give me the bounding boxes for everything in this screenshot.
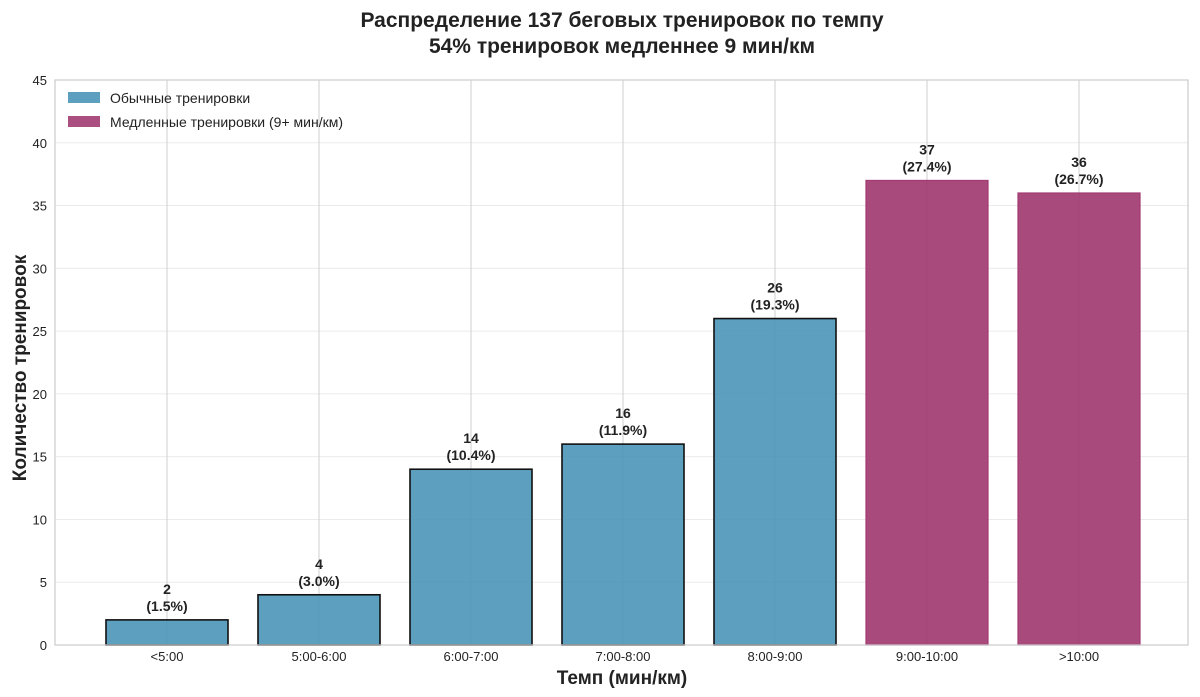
bar-value-label: 4 [315, 556, 323, 572]
legend: Обычные тренировки Медленные тренировки … [68, 90, 343, 130]
y-tick-label: 35 [33, 199, 47, 214]
legend-swatch-normal [68, 92, 100, 103]
chart-subtitle: 54% тренировок медленнее 9 мин/км [429, 35, 815, 58]
bar-value-label: 36 [1071, 154, 1087, 170]
bar-value-label: 16 [615, 405, 631, 421]
x-tick-label: 5:00-6:00 [292, 649, 347, 664]
bar-normal [257, 593, 381, 646]
bar-percent-label: (27.4%) [902, 158, 951, 174]
x-tick-label: >10:00 [1059, 649, 1099, 664]
bar-value-label: 37 [919, 141, 935, 157]
x-tick-label: <5:00 [151, 649, 184, 664]
bar-value-label: 26 [767, 280, 783, 296]
y-tick-label: 45 [33, 73, 47, 88]
y-axis-label: Количество тренировок [10, 254, 31, 481]
legend-swatch-slow [68, 116, 100, 127]
y-tick-label: 5 [40, 575, 47, 590]
y-tick-label: 20 [33, 387, 47, 402]
data-labels: 2(1.5%) 4(3.0%) 14(10.4%) 16(11.9%) 26(19.3%… [146, 141, 1103, 613]
chart-title: Распределение 137 беговых тренировок по … [360, 9, 883, 32]
bar-percent-label: (3.0%) [298, 573, 339, 589]
y-tick-label: 15 [33, 450, 47, 465]
y-tick-label: 25 [33, 324, 47, 339]
bar-slow [1017, 192, 1141, 646]
bar-normal [561, 443, 685, 646]
bar-normal [105, 619, 229, 646]
bar-normal [713, 317, 837, 646]
bars [105, 179, 1141, 646]
x-axis-label: Темп (мин/км) [557, 668, 688, 689]
x-tick-label: 8:00-9:00 [748, 649, 803, 664]
bar-percent-label: (1.5%) [146, 598, 187, 614]
bar-percent-label: (10.4%) [446, 447, 495, 463]
y-tick-label: 10 [33, 512, 47, 527]
axes: 0 5 10 15 20 25 30 35 40 45 <5:00 5:00-6:00 6:00-7:0… [33, 73, 1189, 664]
y-tick-label: 40 [33, 136, 47, 151]
y-tick-label: 30 [33, 261, 47, 276]
plot-frame [54, 79, 1189, 646]
y-tick-label: 0 [40, 638, 47, 653]
bar-percent-label: (19.3%) [750, 297, 799, 313]
x-tick-label: 6:00-7:00 [444, 649, 499, 664]
bar-value-label: 2 [163, 581, 171, 597]
bar-value-label: 14 [463, 430, 479, 446]
bar-percent-label: (11.9%) [599, 422, 647, 438]
bar-slow [865, 179, 989, 646]
bar-normal [409, 468, 533, 646]
x-tick-label: 9:00-10:00 [896, 649, 958, 664]
legend-label-slow: Медленные тренировки (9+ мин/км) [110, 114, 343, 130]
legend-label-normal: Обычные тренировки [110, 90, 250, 106]
x-tick-label: 7:00-8:00 [596, 649, 651, 664]
bar-percent-label: (26.7%) [1054, 171, 1103, 187]
